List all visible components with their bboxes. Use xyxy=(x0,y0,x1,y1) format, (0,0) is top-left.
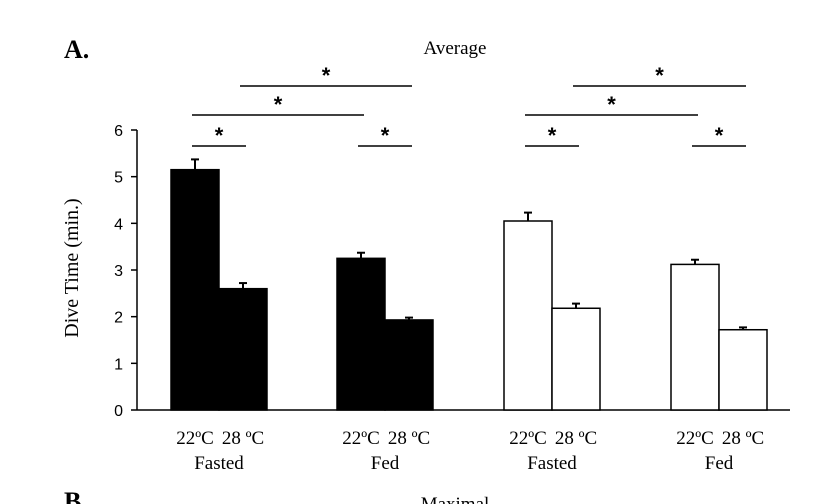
x-tick-label: 28 ºC xyxy=(388,428,430,449)
x-tick-label: 28 ºC xyxy=(222,428,264,449)
chart-title: Average xyxy=(424,38,487,59)
y-tick-label: 2 xyxy=(114,310,123,327)
x-tick-label: 28 ºC xyxy=(555,428,597,449)
x-tick-label: 22ºC xyxy=(676,428,714,449)
y-tick-label: 1 xyxy=(114,356,123,373)
y-axis-label: Dive Time (min.) xyxy=(61,198,83,337)
bar xyxy=(384,319,434,411)
y-tick-label: 6 xyxy=(114,123,123,140)
bar xyxy=(218,287,268,411)
significance-marker: * xyxy=(381,123,390,148)
group-label: Fasted xyxy=(527,453,577,474)
x-tick-label: 22ºC xyxy=(342,428,380,449)
significance-marker: * xyxy=(548,123,557,148)
y-tick-label: 5 xyxy=(114,170,123,187)
bottom-chart-title: Maximal xyxy=(421,494,490,504)
y-tick-label: 3 xyxy=(114,263,123,280)
group-label: Fed xyxy=(705,453,734,474)
group-label: Fed xyxy=(371,453,400,474)
significance-marker: * xyxy=(607,92,616,117)
panel-label-b: B xyxy=(64,487,81,504)
x-tick-label: 28 ºC xyxy=(722,428,764,449)
significance-marker: * xyxy=(274,92,283,117)
x-tick-label: 22ºC xyxy=(176,428,214,449)
bar xyxy=(503,220,553,411)
bar xyxy=(718,328,768,411)
significance-marker: * xyxy=(322,63,331,88)
bar xyxy=(170,168,220,411)
significance-marker: * xyxy=(655,63,664,88)
bar xyxy=(551,307,601,411)
bar xyxy=(336,257,386,411)
significance-marker: * xyxy=(215,123,224,148)
y-tick-label: 0 xyxy=(114,403,123,420)
x-tick-label: 22ºC xyxy=(509,428,547,449)
group-label: Fasted xyxy=(194,453,244,474)
y-tick-label: 4 xyxy=(114,216,123,233)
bar xyxy=(670,263,720,411)
panel-label-a: A. xyxy=(64,35,89,64)
significance-marker: * xyxy=(715,123,724,148)
